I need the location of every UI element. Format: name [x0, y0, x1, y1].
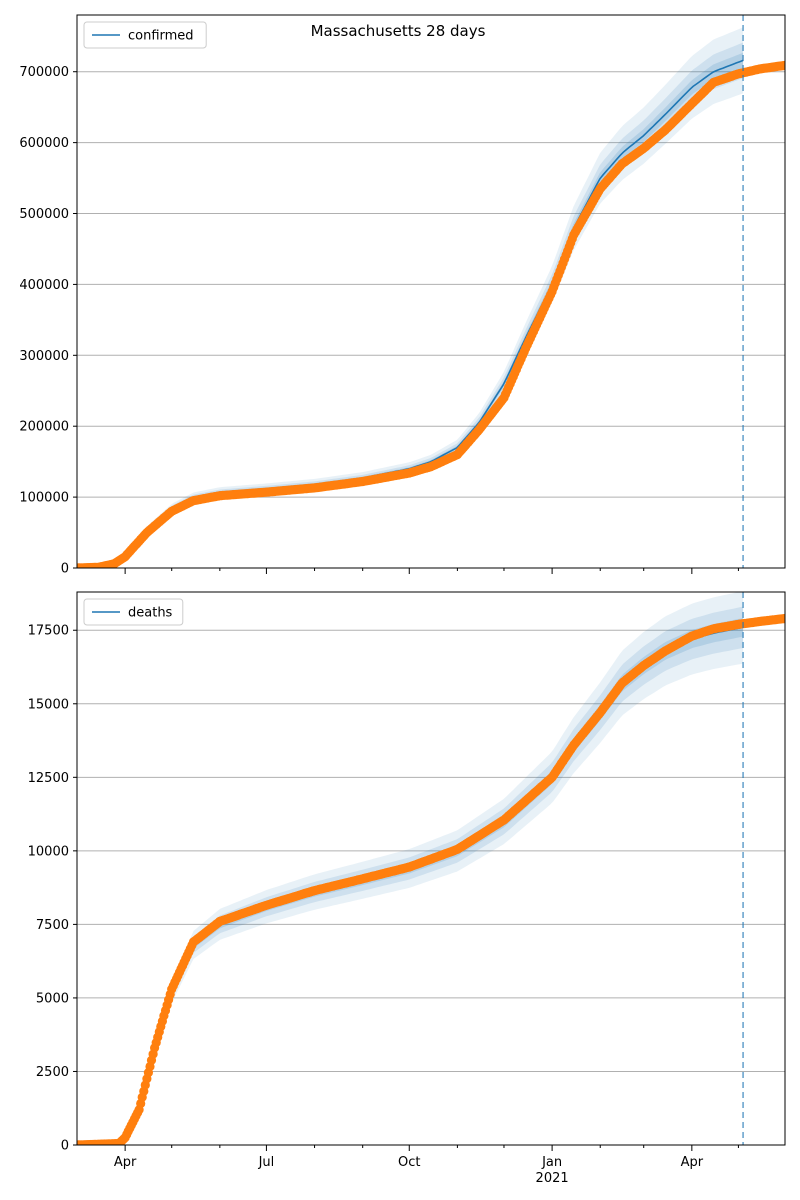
legend-box	[83, 598, 184, 626]
uncertainty-band	[77, 27, 744, 568]
y-tick-label: 2500	[36, 1065, 69, 1080]
y-tick-label: 15000	[28, 697, 69, 712]
legend-box	[83, 21, 207, 49]
y-tick-label: 300000	[19, 349, 69, 364]
legend-label: confirmed	[128, 29, 194, 44]
uncertainty-band	[77, 52, 744, 568]
y-tick-label: 700000	[19, 65, 69, 80]
y-tick-label: 600000	[19, 136, 69, 151]
x-tick-year-label: 2021	[536, 1171, 569, 1186]
y-tick-label: 0	[61, 562, 69, 577]
observed-point	[780, 613, 785, 624]
y-tick-label: 5000	[36, 991, 69, 1006]
y-tick-label: 400000	[19, 278, 69, 293]
deaths-panel: 0 2500 5000 7500 10000 12500 15000 17500 Apr Jul O…	[28, 591, 786, 1186]
y-tick-label: 500000	[19, 207, 69, 222]
x-tick-label: Oct	[398, 1155, 420, 1170]
uncertainty-band	[77, 42, 744, 568]
x-tick-label: Apr	[681, 1155, 704, 1170]
x-tick-label: Apr	[114, 1155, 137, 1170]
observed-point	[780, 60, 785, 70]
figure-title: Massachusetts 28 days	[311, 22, 486, 40]
y-tick-label: 0	[61, 1139, 69, 1154]
x-tick-label: Jul	[258, 1155, 275, 1170]
y-tick-label: 100000	[19, 491, 69, 506]
y-tick-label: 17500	[28, 624, 69, 639]
y-tick-label: 200000	[19, 420, 69, 435]
y-tick-label: 7500	[36, 918, 69, 933]
plot-frame	[76, 591, 786, 1146]
plot-frame	[76, 14, 786, 569]
y-tick-label: 10000	[28, 844, 69, 859]
model-line	[77, 59, 744, 568]
confirmed-panel: 0 100000 200000 300000 400000 500000 600000 700…	[19, 14, 786, 577]
x-tick-label: Jan	[541, 1155, 562, 1170]
y-tick-label: 12500	[28, 771, 69, 786]
legend-label: deaths	[128, 606, 173, 621]
